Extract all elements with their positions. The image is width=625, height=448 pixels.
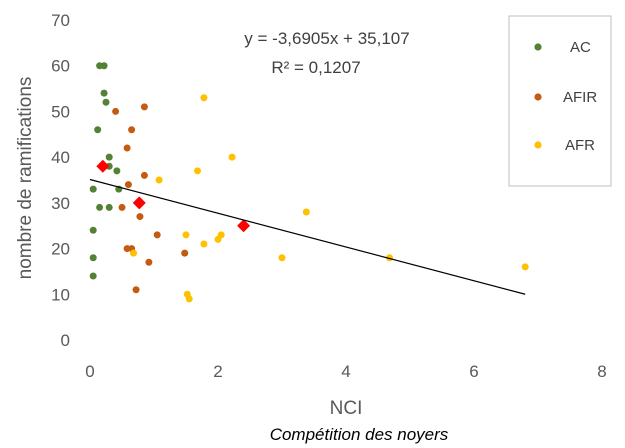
trend-layer <box>89 178 526 295</box>
y-tick-label: 10 <box>51 285 70 304</box>
data-point-afir <box>153 231 161 239</box>
data-point-afir <box>145 258 153 266</box>
data-point-afr <box>228 153 236 161</box>
data-point-afr <box>194 167 202 175</box>
data-point-afr <box>200 94 208 102</box>
trendline-r2: R² = 0,1207 <box>271 58 360 77</box>
y-axis-title: nombre de ramifications <box>15 77 36 280</box>
data-point-ac <box>102 98 110 106</box>
data-point-afr <box>214 235 222 243</box>
chart-subtitle: Compétition des noyers <box>270 425 449 444</box>
data-point-ac <box>94 126 102 134</box>
ticks-layer: 0 10 20 30 40 50 60 70 0 2 4 6 8 <box>51 11 607 381</box>
data-point-afr <box>182 231 190 239</box>
points-layer <box>89 62 529 303</box>
data-point-ac <box>100 89 108 97</box>
data-point-afir <box>118 203 126 211</box>
data-point-afir <box>181 249 189 257</box>
legend: AC AFIR AFR <box>508 15 612 187</box>
y-tick-label: 70 <box>51 11 70 30</box>
legend-marker-ac <box>534 43 542 51</box>
data-point-afr <box>521 263 529 271</box>
data-point-afr <box>302 208 310 216</box>
data-point-mean <box>132 196 146 210</box>
data-point-mean <box>237 219 251 233</box>
y-tick-label: 30 <box>51 194 70 213</box>
y-tick-label: 50 <box>51 102 70 121</box>
data-point-afr <box>185 295 193 303</box>
data-point-ac <box>105 203 113 211</box>
trendline <box>89 178 526 295</box>
data-point-ac <box>105 153 113 161</box>
x-tick-label: 2 <box>213 362 222 381</box>
data-point-afir <box>140 171 148 179</box>
data-point-afir <box>112 107 120 115</box>
x-tick-label: 6 <box>469 362 478 381</box>
x-tick-label: 4 <box>341 362 350 381</box>
data-point-mean <box>96 159 110 173</box>
data-point-ac <box>113 167 121 175</box>
data-point-afir <box>136 213 144 221</box>
y-tick-label: 40 <box>51 148 70 167</box>
data-point-ac <box>100 62 108 70</box>
legend-frame <box>508 15 612 187</box>
data-point-afr <box>155 176 163 184</box>
data-point-ac <box>96 203 104 211</box>
data-point-afr <box>200 240 208 248</box>
y-tick-label: 60 <box>51 57 70 76</box>
trendline-equation: y = -3,6905x + 35,107 <box>244 29 409 48</box>
data-point-ac <box>89 272 97 280</box>
data-point-afr <box>278 254 286 262</box>
y-tick-label: 20 <box>51 240 70 259</box>
y-tick-label: 0 <box>61 331 70 350</box>
data-point-afir <box>132 286 140 294</box>
x-axis-title: NCI <box>330 398 363 419</box>
legend-marker-afr <box>534 141 542 149</box>
data-point-afir <box>124 181 132 189</box>
data-point-afr <box>130 249 138 257</box>
legend-label-ac: AC <box>570 39 591 56</box>
data-point-ac <box>89 226 97 234</box>
data-point-afir <box>123 144 131 152</box>
legend-label-afir: AFIR <box>563 89 597 106</box>
x-tick-label: 0 <box>85 362 94 381</box>
legend-marker-afir <box>534 93 542 101</box>
legend-label-afr: AFR <box>565 137 595 154</box>
data-point-ac <box>89 254 97 262</box>
data-point-afir <box>128 126 136 134</box>
data-point-ac <box>89 185 97 193</box>
x-tick-label: 8 <box>597 362 606 381</box>
data-point-afir <box>140 103 148 111</box>
